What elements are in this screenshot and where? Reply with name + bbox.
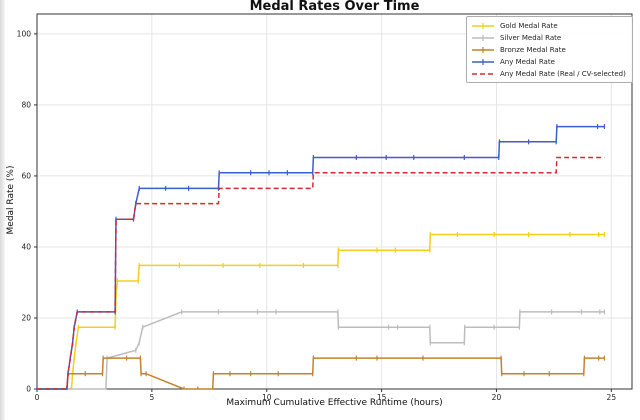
legend-item: Any Medal Rate (Real / CV-selected) — [471, 68, 628, 80]
y-tick-label: 60 — [21, 171, 31, 180]
legend-item: Silver Medal Rate — [471, 32, 628, 44]
x-axis-label: Maximum Cumulative Effective Runtime (ho… — [226, 398, 443, 408]
legend: Gold Medal Rate Silver Medal Rate Bronze M… — [466, 16, 633, 83]
legend-line-swatch — [472, 23, 494, 29]
legend-item: Gold Medal Rate — [471, 20, 628, 32]
y-axis-label: Medal Rate (%) — [6, 165, 16, 235]
y-tick-label: 0 — [26, 385, 31, 394]
legend-item: Any Medal Rate — [471, 56, 628, 68]
legend-item: Bronze Medal Rate — [471, 44, 628, 56]
y-tick-label: 100 — [17, 29, 32, 38]
legend-line-swatch — [472, 73, 494, 75]
legend-label: Any Medal Rate (Real / CV-selected) — [500, 70, 626, 78]
x-tick-label: 25 — [607, 393, 617, 402]
legend-line-swatch — [472, 59, 494, 65]
series-line-silver-medal-rate — [37, 311, 605, 390]
legend-label: Any Medal Rate — [500, 58, 555, 66]
x-tick-label: 5 — [149, 393, 154, 402]
plot-border — [36, 13, 633, 390]
legend-label: Bronze Medal Rate — [500, 46, 566, 54]
y-tick-label: 40 — [21, 242, 31, 251]
x-tick-label: 0 — [35, 393, 40, 402]
x-tick-label: 15 — [377, 393, 387, 402]
chart-title: Medal Rates Over Time — [249, 0, 420, 14]
legend-line-swatch — [472, 35, 494, 41]
y-tick-label: 80 — [21, 100, 31, 109]
legend-label: Silver Medal Rate — [500, 34, 562, 42]
legend-line-swatch — [472, 47, 494, 53]
x-tick-label: 10 — [262, 393, 272, 402]
x-tick-label: 20 — [492, 393, 502, 402]
series-line-any-medal-rate — [37, 125, 605, 390]
legend-label: Gold Medal Rate — [500, 22, 558, 30]
y-tick-label: 20 — [21, 313, 31, 322]
series-line-any-medal-rate-real-cv-selected — [37, 156, 605, 390]
window-edge-strip — [0, 0, 5, 420]
series-line-bronze-medal-rate — [37, 357, 605, 390]
